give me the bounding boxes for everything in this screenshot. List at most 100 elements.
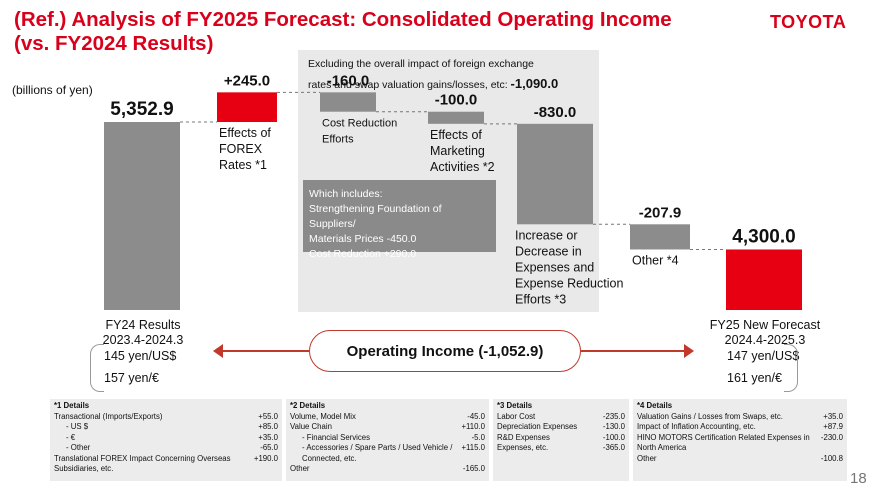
fy25-heading: FY25 New Forecast 2024.4-2025.3 xyxy=(695,318,835,348)
details-row-label: - Accessories / Spare Parts / Used Vehic… xyxy=(302,443,453,463)
details-row: R&D Expenses -100.0 xyxy=(497,433,625,444)
details-row-label: - Financial Services xyxy=(302,432,371,442)
details-row: Depreciation Expenses -130.0 xyxy=(497,422,625,433)
details-row-value: +87.9 xyxy=(823,422,843,431)
bar-4 xyxy=(517,123,593,225)
bar-label-3: Effects of Marketing Activities *2 xyxy=(430,128,495,174)
value-label-4: -830.0 xyxy=(534,104,577,121)
details-row-label: Volume, Model Mix xyxy=(290,411,356,421)
left-arrow-head xyxy=(213,344,223,358)
details-row: Expenses, etc. -365.0 xyxy=(497,443,625,454)
fy25-eur-rate: 161 yen/€ xyxy=(727,371,782,385)
title-line-2: (vs. FY2024 Results) xyxy=(14,32,214,55)
details-3-rows: Labor Cost -235.0 Depreciation Expenses -13… xyxy=(497,412,625,454)
exclusion-total: -1,090.0 xyxy=(510,76,559,91)
details-row-label: Value Chain xyxy=(290,422,332,431)
details-row: - US $ +85.0 xyxy=(54,422,278,433)
value-label-3: -100.0 xyxy=(435,92,478,109)
details-row-label: - US $ xyxy=(66,422,89,431)
details-box-1: *1 Details Transactional (Imports/Export… xyxy=(50,399,282,481)
details-row: Other -165.0 xyxy=(290,464,485,475)
value-label-2: -160.0 xyxy=(327,72,370,89)
details-1-title: *1 Details xyxy=(54,401,90,410)
value-label-0: 5,352.9 xyxy=(110,99,173,120)
left-arrow-line xyxy=(215,350,309,352)
details-box-2: *2 Details Volume, Model Mix -45.0 Value C… xyxy=(286,399,489,481)
fy25-rates: 147 yen/US$ 161 yen/€ xyxy=(727,345,799,389)
fy24-rates: 145 yen/US$ 157 yen/€ xyxy=(104,345,176,389)
details-row-label: Valuation Gains / Losses from Swaps, etc… xyxy=(637,411,783,421)
cost-reduction-callout: Which includes: Strengthening Foundation… xyxy=(303,180,496,260)
value-label-5: -207.9 xyxy=(639,204,682,221)
units-label: (billions of yen) xyxy=(12,83,93,97)
details-4-title: *4 Details xyxy=(637,401,673,410)
details-row-value: -230.0 xyxy=(820,432,843,442)
callout-line-4: Cost Reduction +290.0 xyxy=(309,248,417,260)
details-row-value: +85.0 xyxy=(258,422,278,431)
details-3-title: *3 Details xyxy=(497,401,533,410)
details-row: Translational FOREX Impact Concerning Ov… xyxy=(54,454,278,475)
details-box-3: *3 Details Labor Cost -235.0 Depreciation … xyxy=(493,399,629,481)
details-row: Value Chain +110.0 xyxy=(290,422,485,433)
toyota-logo: TOYOTA xyxy=(770,12,847,32)
right-arrow-line xyxy=(581,350,685,352)
details-row: Other -100.8 xyxy=(637,454,843,465)
value-label-1: +245.0 xyxy=(224,72,270,89)
details-2-title: *2 Details xyxy=(290,401,326,410)
waterfall-chart: 5,352.9 +245.0 -160.0 -100.0 -830.0 -207.9 4,3… xyxy=(104,72,802,310)
details-row-label: Impact of Inflation Accounting, etc. xyxy=(637,422,756,431)
details-row-value: -65.0 xyxy=(260,443,278,452)
details-row-label: Transactional (Imports/Exports) xyxy=(54,411,163,421)
details-row-label: HINO MOTORS Certification Related Expens… xyxy=(637,432,810,453)
exclusion-line-2: rates and swap valuation gains/losses, e… xyxy=(308,79,508,91)
details-row-label: - € xyxy=(66,432,76,442)
details-box-4: *4 Details Valuation Gains / Losses from… xyxy=(633,399,847,481)
page-number: 18 xyxy=(850,470,867,487)
details-row-value: +55.0 xyxy=(258,411,278,421)
details-row-label: - Other xyxy=(66,443,91,452)
callout-line-2: Strengthening Foundation of Suppliers/ xyxy=(309,203,442,230)
details-row-label: R&D Expenses xyxy=(497,432,550,442)
details-row-value: -100.0 xyxy=(602,432,625,442)
details-row-label: Other xyxy=(290,464,310,473)
fy24-label: FY24 Results xyxy=(105,318,181,332)
details-1-rows: Transactional (Imports/Exports) +55.0- US… xyxy=(54,412,278,475)
callout-line-1: Which includes: xyxy=(309,188,383,200)
details-row-value: -5.0 xyxy=(471,432,485,442)
exclusion-line-1: Excluding the overall impact of foreign … xyxy=(308,58,534,70)
bar-2 xyxy=(320,92,376,112)
exclusion-note: Excluding the overall impact of foreign … xyxy=(308,55,598,95)
details-row-value: -235.0 xyxy=(602,411,625,421)
details-row-value: +110.0 xyxy=(461,422,486,431)
details-row: Valuation Gains / Losses from Swaps, etc… xyxy=(637,412,843,423)
details-row-value: -45.0 xyxy=(467,411,485,421)
bar-label-2: Cost Reduction Efforts xyxy=(322,118,397,146)
details-row-value: +190.0 xyxy=(253,453,278,463)
details-2-rows: Volume, Model Mix -45.0 Value Chain +110.0-… xyxy=(290,412,485,475)
fy25-label: FY25 New Forecast xyxy=(709,318,821,332)
bar-0 xyxy=(104,122,180,310)
details-row-value: +35.0 xyxy=(823,411,843,421)
details-row-value: +35.0 xyxy=(258,432,278,442)
details-row-label: Expenses, etc. xyxy=(497,443,549,452)
fy24-range: 2023.4-2024.3 xyxy=(102,333,184,347)
page-title: (Ref.) Analysis of FY2025 Forecast: Cons… xyxy=(14,8,754,56)
bar-label-4: Increase or Decrease in Expenses and Expens… xyxy=(515,228,623,306)
value-label-6: 4,300.0 xyxy=(732,226,795,247)
details-row-value: +115.0 xyxy=(461,443,486,452)
fy25-usd-rate: 147 yen/US$ xyxy=(727,349,800,363)
details-row: - Financial Services -5.0 xyxy=(290,433,485,444)
details-row-value: -365.0 xyxy=(602,443,625,452)
details-row: HINO MOTORS Certification Related Expens… xyxy=(637,433,843,454)
details-row: Labor Cost -235.0 xyxy=(497,412,625,423)
details-row-value: -100.8 xyxy=(820,453,843,463)
details-row: - Other -65.0 xyxy=(54,443,278,454)
fy25-range: 2024.4-2025.3 xyxy=(724,333,806,347)
bar-label-1: Effects of FOREX Rates *1 xyxy=(219,126,271,172)
details-row-label: Other xyxy=(637,453,657,463)
details-row: Transactional (Imports/Exports) +55.0 xyxy=(54,412,278,423)
details-row: Volume, Model Mix -45.0 xyxy=(290,412,485,423)
bar-5 xyxy=(630,224,690,250)
operating-income-total: Operating Income (-1,052.9) xyxy=(309,330,581,372)
callout-line-3: Materials Prices -450.0 xyxy=(309,233,417,245)
